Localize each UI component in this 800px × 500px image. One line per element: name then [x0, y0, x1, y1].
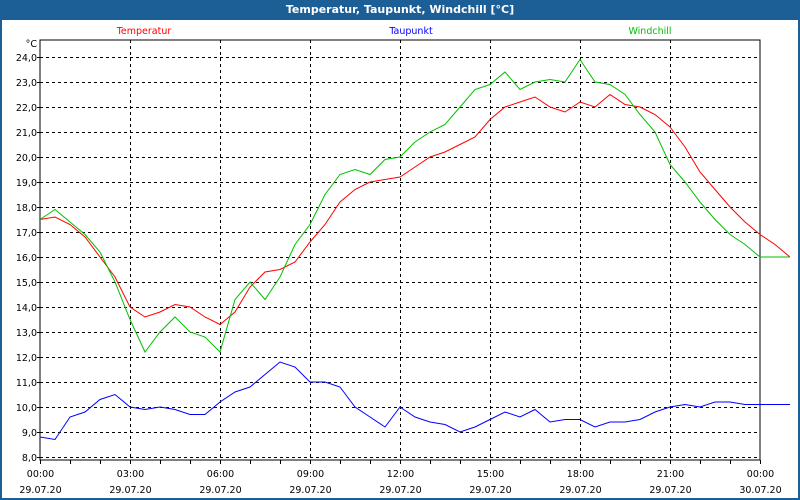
x-tick-time: 06:00 [207, 469, 234, 480]
y-tick-label: 19,0 [16, 178, 37, 189]
x-tick-date: 29.07.20 [289, 485, 331, 496]
x-tick-time: 09:00 [297, 469, 324, 480]
x-tick-date: 29.07.20 [649, 485, 691, 496]
x-tick-date: 29.07.20 [559, 485, 601, 496]
y-tick-label: 14,0 [16, 303, 37, 314]
x-tick-time: 12:00 [387, 469, 414, 480]
x-tick-time: 15:00 [477, 469, 504, 480]
x-tick-time: 18:00 [567, 469, 594, 480]
x-tick-time: 00:00 [747, 469, 774, 480]
x-tick-date: 29.07.20 [19, 485, 61, 496]
y-axis-unit: °C [26, 39, 38, 50]
y-tick-label: 20,0 [16, 153, 37, 164]
x-tick-date: 29.07.20 [469, 485, 511, 496]
y-tick-label: 22,0 [16, 103, 37, 114]
legend-temperatur: Temperatur [116, 26, 172, 37]
y-tick-label: 24,0 [16, 53, 37, 64]
x-tick-time: 00:00 [27, 469, 54, 480]
y-tick-label: 16,0 [16, 253, 37, 264]
y-tick-label: 12,0 [16, 353, 37, 364]
y-tick-label: 23,0 [16, 78, 37, 89]
y-tick-label: 21,0 [16, 128, 37, 139]
y-tick-label: 18,0 [16, 203, 37, 214]
x-tick-date: 30.07.20 [739, 485, 781, 496]
x-tick-date: 29.07.20 [379, 485, 421, 496]
y-tick-label: 10,0 [16, 403, 37, 414]
series-line-windchill [39, 58, 790, 353]
y-tick-label: 13,0 [16, 328, 37, 339]
y-tick-label: 11,0 [16, 378, 37, 389]
y-tick-label: 9,0 [22, 428, 37, 439]
x-tick-time: 21:00 [657, 469, 684, 480]
legend-windchill: Windchill [628, 26, 671, 37]
x-tick-time: 03:00 [117, 469, 144, 480]
y-tick-label: 15,0 [16, 278, 37, 289]
y-tick-label: 8,0 [22, 453, 37, 464]
window-title: Temperatur, Taupunkt, Windchill [°C] [0, 0, 800, 20]
x-tick-date: 29.07.20 [109, 485, 151, 496]
legend-taupunkt: Taupunkt [388, 26, 433, 37]
x-tick-date: 29.07.20 [199, 485, 241, 496]
series-line-taupunkt [39, 361, 790, 441]
series-line-temperatur [39, 93, 791, 326]
y-tick-label: 17,0 [16, 228, 37, 239]
